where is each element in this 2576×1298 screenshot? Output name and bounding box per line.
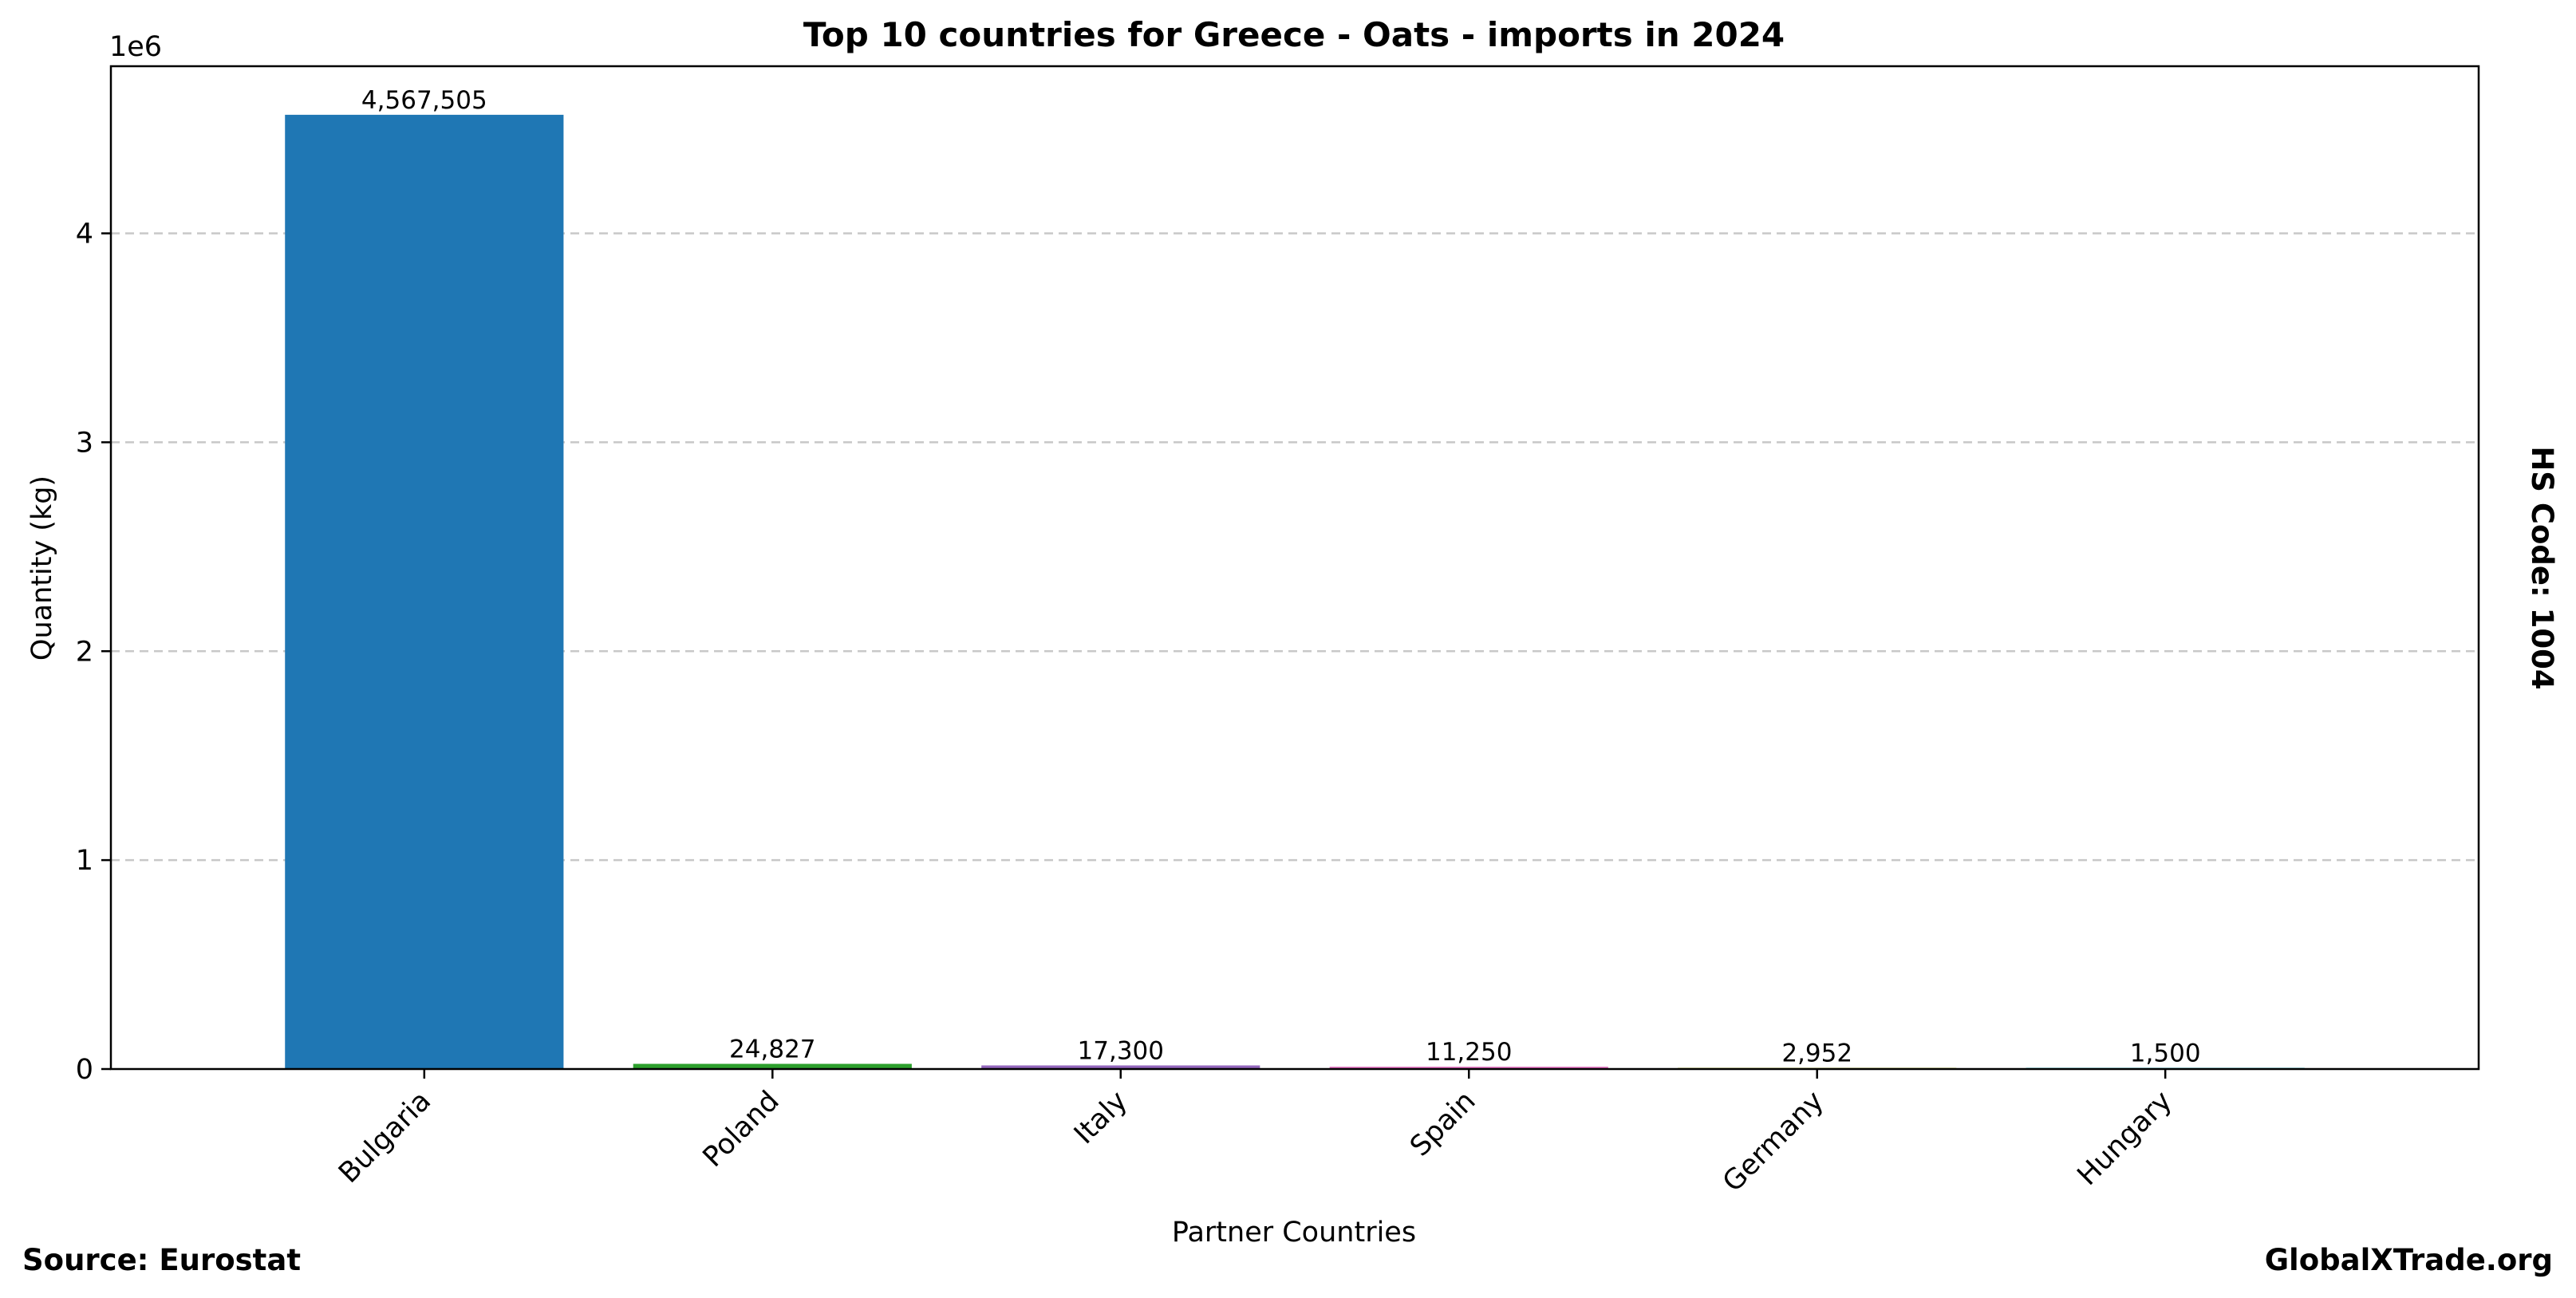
value-label-hungary: 1,500 — [2130, 1040, 2201, 1068]
y-axis-label: Quantity (kg) — [26, 475, 58, 661]
y-tick-label: 4 — [76, 219, 93, 251]
x-axis-ticks: Bulgaria Poland Italy Spain Germany Hungary — [333, 1069, 2179, 1198]
bar-bulgaria — [285, 114, 564, 1069]
y-tick-label: 0 — [76, 1054, 93, 1086]
bars — [285, 114, 2305, 1069]
value-label-germany: 2,952 — [1781, 1040, 1852, 1068]
source-label: Source: Eurostat — [22, 1243, 301, 1277]
hs-code-label: HS Code: 1004 — [2525, 446, 2559, 689]
watermark-label: GlobalXTrade.org — [2265, 1243, 2553, 1277]
x-tick-label-poland: Poland — [697, 1085, 786, 1174]
x-tick-label-italy: Italy — [1068, 1085, 1134, 1150]
plot-frame — [109, 65, 2480, 1071]
x-tick-label-bulgaria: Bulgaria — [333, 1085, 437, 1190]
value-labels: 4,567,505 24,827 17,300 11,250 2,952 1,500 — [361, 86, 2201, 1068]
bar-poland — [633, 1063, 912, 1069]
value-label-poland: 24,827 — [729, 1035, 815, 1063]
value-label-spain: 11,250 — [1426, 1038, 1512, 1067]
x-tick-label-spain: Spain — [1404, 1085, 1481, 1162]
y-axis-ticks: 0 1 2 3 4 — [76, 219, 111, 1086]
value-label-bulgaria: 4,567,505 — [361, 86, 487, 115]
y-tick-label: 2 — [76, 636, 93, 668]
bar-spain — [1329, 1067, 1608, 1069]
y-offset-label: 1e6 — [109, 31, 162, 63]
x-axis-label: Partner Countries — [1172, 1217, 1416, 1249]
y-tick-label: 1 — [76, 845, 93, 877]
x-tick-label-hungary: Hungary — [2072, 1085, 2179, 1192]
bar-italy — [981, 1065, 1260, 1069]
x-tick-label-germany: Germany — [1717, 1085, 1830, 1198]
y-tick-label: 3 — [76, 427, 93, 459]
chart-title: Top 10 countries for Greece - Oats - imp… — [803, 15, 1785, 54]
value-label-italy: 17,300 — [1078, 1036, 1164, 1065]
